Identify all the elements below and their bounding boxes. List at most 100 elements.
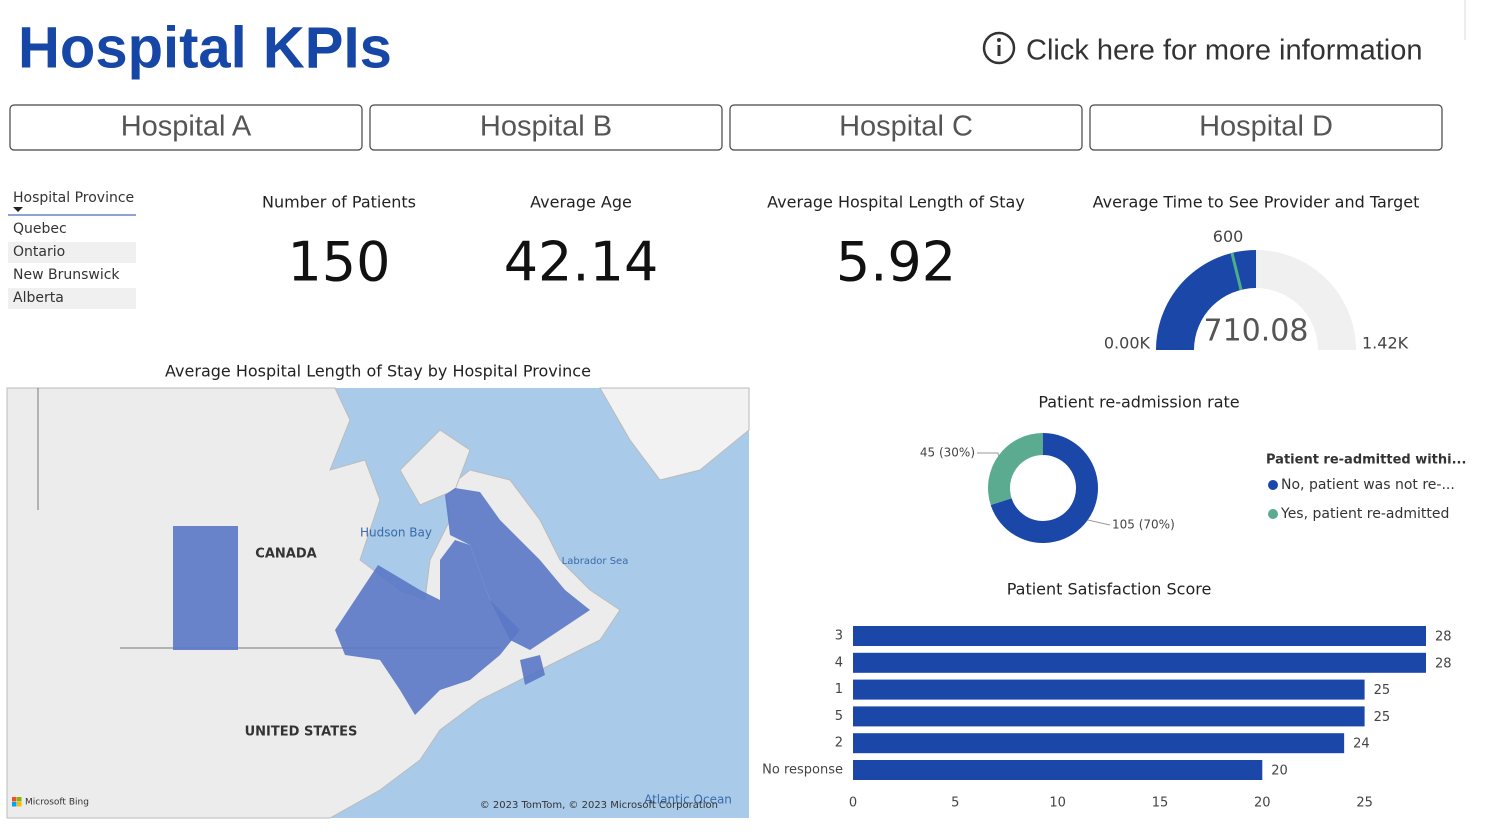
logo-square xyxy=(12,802,17,807)
tab-button[interactable] xyxy=(9,104,363,151)
map-label: CANADA xyxy=(255,547,316,562)
tab-label[interactable]: Hospital C xyxy=(839,111,973,143)
y-tick-label: 3 xyxy=(835,629,843,644)
y-tick-label: No response xyxy=(762,763,843,778)
tab-bar: Hospital A Hospital B Hospital C Hospital D xyxy=(9,104,1443,151)
legend-title: Patient re-admitted withi... xyxy=(1266,453,1466,468)
bar xyxy=(853,626,1426,646)
tab-button[interactable] xyxy=(1089,104,1443,151)
y-tick-label: 2 xyxy=(835,736,843,751)
info-icon xyxy=(982,31,1016,65)
slicer-item[interactable]: Ontario xyxy=(13,244,65,260)
bar-data-label: 25 xyxy=(1374,710,1391,725)
info-link[interactable]: Click here for more information xyxy=(982,31,1422,67)
gauge-max-label: 1.42K xyxy=(1362,334,1409,353)
bar-data-label: 24 xyxy=(1353,737,1370,752)
tab-button[interactable] xyxy=(369,104,723,151)
bar-data-label: 28 xyxy=(1435,630,1452,645)
bar xyxy=(853,652,1426,673)
x-tick-label: 25 xyxy=(1356,796,1373,811)
bar xyxy=(853,760,1263,780)
map-label: Hudson Bay xyxy=(360,526,432,540)
kpi-cards: Number of Patients 150 Average Age 42.14 Ave… xyxy=(262,193,1025,294)
tab-label[interactable]: Hospital B xyxy=(480,111,612,143)
donut-slice xyxy=(990,433,1098,543)
bar xyxy=(853,733,1345,754)
legend-swatch xyxy=(1268,480,1278,490)
logo-square xyxy=(17,802,22,807)
gauge-title: Average Time to See Provider and Target xyxy=(1093,193,1420,212)
province-shape xyxy=(335,540,520,715)
gauge-value-label: 710.08 xyxy=(1204,314,1309,349)
gauge-min-label: 0.00K xyxy=(1104,334,1151,353)
bar-title: Patient Satisfaction Score xyxy=(1007,580,1212,599)
donut-title: Patient re-admission rate xyxy=(1038,393,1239,412)
map-logo: Microsoft Bing xyxy=(25,798,89,808)
legend-label[interactable]: No, patient was not re-... xyxy=(1281,477,1455,493)
x-tick-label: 10 xyxy=(1049,796,1066,811)
info-icon-dot xyxy=(997,38,1001,42)
gauge-value xyxy=(1156,249,1257,350)
province-shape xyxy=(520,655,545,685)
info-icon-bar xyxy=(997,45,1001,56)
donut-data-label: 45 (30%) xyxy=(920,446,975,460)
info-text[interactable]: Click here for more information xyxy=(1026,35,1422,67)
province-slicer: Hospital Province Quebec Ontario New Brunsw… xyxy=(8,190,136,309)
map: CANADA UNITED STATES Hudson Bay Labrador Se… xyxy=(6,387,750,819)
bar-data-label: 25 xyxy=(1374,683,1391,698)
bar xyxy=(853,679,1365,700)
bar xyxy=(853,706,1365,727)
kpi-value: 5.92 xyxy=(836,231,956,294)
slicer-arrow xyxy=(13,207,23,212)
kpi-label: Number of Patients xyxy=(262,193,416,212)
province-shape xyxy=(445,488,590,650)
y-tick-label: 1 xyxy=(835,682,843,697)
legend-label[interactable]: Yes, patient re-admitted xyxy=(1280,506,1449,522)
slicer-title: Hospital Province xyxy=(13,190,134,206)
slicer-item-bg[interactable] xyxy=(8,288,136,309)
tab-button[interactable] xyxy=(729,104,1083,151)
gauge-target-label: 600 xyxy=(1213,227,1244,246)
leader-line xyxy=(977,452,999,456)
map-label: Labrador Sea xyxy=(562,556,629,567)
tab-label[interactable]: Hospital D xyxy=(1199,111,1333,143)
bar-data-label: 20 xyxy=(1271,764,1288,779)
donut-data-label: 105 (70%) xyxy=(1112,518,1175,532)
y-tick-label: 5 xyxy=(835,709,843,724)
y-tick-label: 4 xyxy=(835,655,843,670)
map-attribution: © 2023 TomTom, © 2023 Microsoft Corporat… xyxy=(480,800,718,811)
donut-slice xyxy=(988,433,1043,505)
map-title: Average Hospital Length of Stay by Hospi… xyxy=(165,362,591,381)
gauge-target xyxy=(1230,252,1243,291)
map-island xyxy=(399,429,471,506)
x-tick-label: 20 xyxy=(1254,796,1271,811)
map-greenland xyxy=(599,387,750,481)
slicer-item-bg[interactable] xyxy=(8,219,136,240)
logo-square xyxy=(12,797,17,802)
legend-swatch xyxy=(1268,509,1278,519)
logo-square xyxy=(17,797,22,802)
tab-label[interactable]: Hospital A xyxy=(121,111,252,143)
slicer-item[interactable]: New Brunswick xyxy=(13,267,120,283)
kpi-value: 42.14 xyxy=(504,231,659,294)
leader-line xyxy=(1087,519,1111,526)
page-title: Hospital KPIs xyxy=(18,15,392,80)
slicer-item-bg[interactable] xyxy=(8,265,136,286)
bar-data-label: 28 xyxy=(1435,656,1452,671)
slicer-item[interactable]: Alberta xyxy=(13,290,64,306)
province-shape xyxy=(173,526,238,650)
kpi-label: Average Hospital Length of Stay xyxy=(767,193,1025,212)
donut-chart: Patient re-admission rate 105 (70%) No, pa… xyxy=(920,393,1466,543)
gauge: Average Time to See Provider and Target 6… xyxy=(1093,193,1420,353)
map-label: Atlantic Ocean xyxy=(644,793,732,807)
kpi-value: 150 xyxy=(287,231,390,294)
x-tick-label: 0 xyxy=(849,796,857,811)
slicer-item-bg[interactable] xyxy=(8,242,136,263)
slicer-item[interactable]: Quebec xyxy=(13,221,67,237)
x-tick-label: 5 xyxy=(951,796,959,811)
x-tick-label: 15 xyxy=(1152,796,1169,811)
kpi-label: Average Age xyxy=(530,193,632,212)
map-label: UNITED STATES xyxy=(245,725,358,740)
